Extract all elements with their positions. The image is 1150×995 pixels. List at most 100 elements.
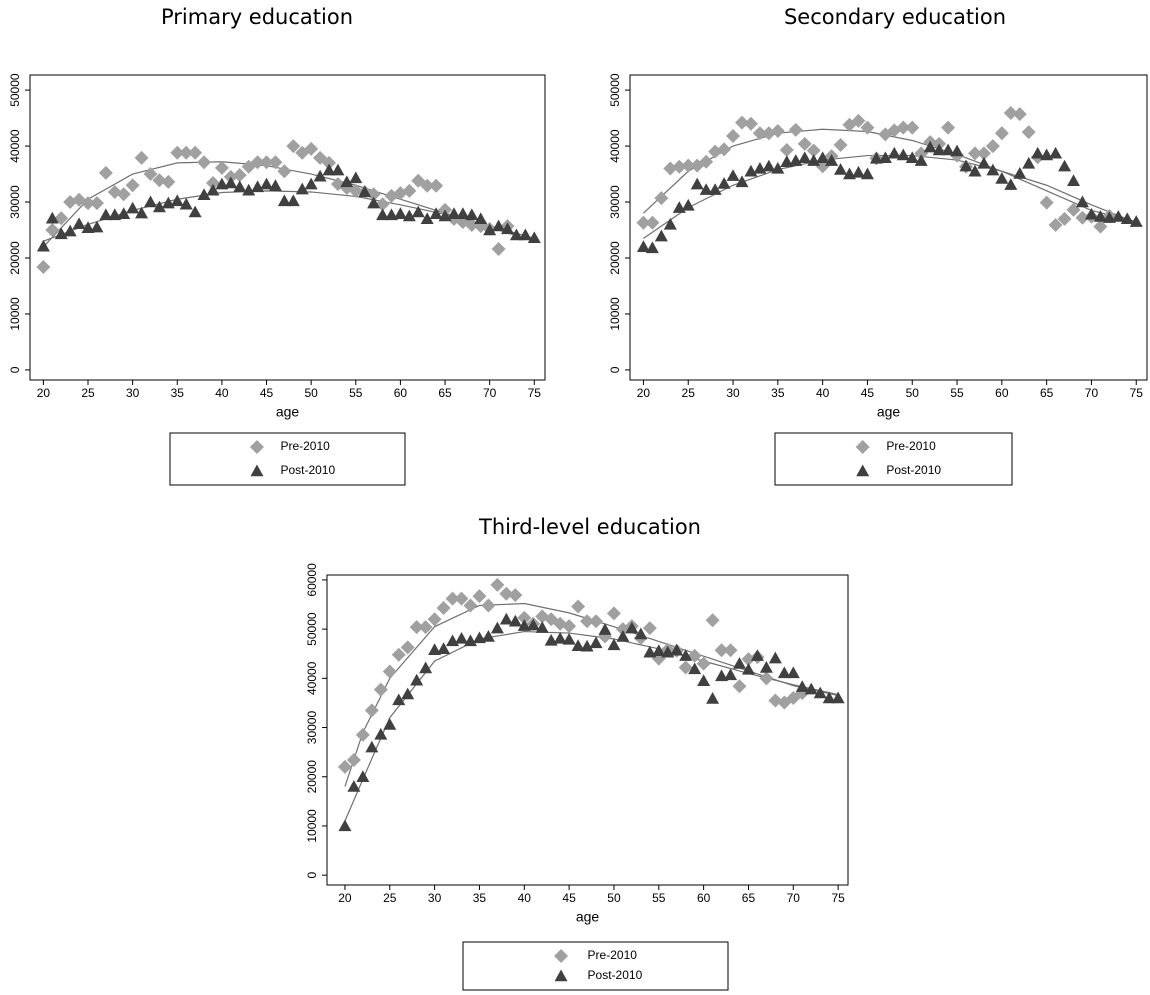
diamond-marker (491, 242, 506, 257)
diamond-marker (663, 161, 678, 176)
triangle-marker (771, 161, 785, 174)
diamond-marker (134, 150, 149, 165)
triangle-marker (347, 780, 361, 792)
diamond-marker (268, 155, 283, 170)
diamond-marker (382, 664, 397, 679)
diamond-marker (391, 647, 406, 662)
triangle-marker (36, 239, 50, 252)
triangle-marker (562, 632, 576, 645)
triangle-marker (526, 618, 540, 631)
diamond-marker (985, 139, 1000, 154)
triangle-marker (950, 144, 964, 157)
triangle-marker (654, 229, 668, 242)
x-axis-label: age (276, 404, 300, 420)
triangle-marker (645, 241, 659, 254)
diamond-marker (355, 727, 370, 742)
x-tick-label: 20 (637, 386, 651, 400)
triangle-marker (905, 151, 919, 164)
x-tick-label: 60 (394, 386, 408, 400)
legend: Pre-2010 Post-2010 (462, 941, 729, 991)
triangle-marker (869, 151, 883, 164)
triangle-marker (1111, 210, 1125, 222)
diamond-marker (580, 614, 595, 629)
x-tick-label: 40 (215, 386, 229, 400)
diamond-marker (678, 660, 693, 675)
triangle-marker (634, 627, 648, 640)
triangle-marker (117, 207, 131, 219)
triangle-marker (715, 669, 729, 682)
y-tick-label: 50000 (608, 73, 622, 107)
triangle-marker (553, 631, 567, 644)
triangle-marker (1067, 174, 1081, 186)
x-tick-label: 40 (518, 891, 532, 905)
triangle-marker (831, 691, 845, 704)
x-tick-label: 65 (742, 891, 756, 905)
panel: Secondary education 20 25 30 35 40 45 50 55 60 65 7… (608, 5, 1148, 486)
diamond-marker (806, 143, 821, 158)
legend-frame (169, 432, 406, 486)
diamond-marker (472, 589, 487, 604)
x-tick-label: 75 (831, 891, 845, 905)
diamond-marker (941, 120, 956, 135)
diamond-marker (286, 139, 301, 154)
x-tick-label: 60 (995, 386, 1009, 400)
triangle-marker (1075, 195, 1089, 208)
legend-frame (462, 941, 729, 991)
triangle-marker (1093, 210, 1107, 222)
triangle-marker (977, 156, 991, 169)
diamond-marker (554, 949, 569, 963)
triangle-marker (706, 692, 720, 704)
y-tick-label: 20000 (305, 760, 319, 794)
triangle-marker (331, 163, 345, 176)
triangle-marker (135, 206, 149, 219)
triangle-marker (589, 636, 603, 649)
diamond-marker (1075, 210, 1090, 225)
triangle-marker (365, 740, 379, 753)
y-tick-label: 50000 (305, 612, 319, 646)
triangle-marker (483, 223, 497, 236)
x-tick-label: 35 (171, 386, 185, 400)
triangle-marker (834, 163, 848, 175)
triangle-marker (851, 165, 865, 178)
x-tick-label: 30 (126, 386, 140, 400)
diamond-marker (259, 155, 274, 170)
diamond-marker (170, 145, 185, 160)
diamond-marker (672, 159, 687, 174)
triangle-marker (663, 217, 677, 230)
diamond-marker (735, 115, 750, 130)
triangle-marker (527, 231, 541, 244)
triangle-marker (535, 621, 549, 633)
diamond-marker (1039, 195, 1054, 210)
diamond-marker (571, 599, 586, 614)
diamond-marker (851, 113, 866, 128)
x-tick-label: 25 (383, 891, 397, 905)
triangle-marker (411, 205, 425, 218)
diamond-marker (249, 440, 264, 454)
triangle-marker (636, 240, 650, 253)
triangle-marker (726, 169, 740, 181)
triangle-marker (914, 154, 928, 166)
triangle-marker (143, 195, 157, 208)
diamond-marker (116, 187, 131, 202)
diamond-marker (1012, 107, 1027, 122)
diamond-marker (232, 168, 247, 183)
triangle-marker (1049, 146, 1063, 159)
triangle-marker (932, 143, 946, 156)
y-tick-label: 40000 (305, 661, 319, 695)
triangle-marker (490, 621, 504, 634)
triangle-marker (717, 177, 731, 189)
y-tick-label: 0 (608, 366, 622, 373)
triangle-marker (242, 183, 256, 196)
triangle-marker (374, 727, 388, 740)
triangle-marker (428, 643, 442, 655)
triangle-marker (401, 687, 415, 700)
triangle-marker (759, 661, 773, 673)
triangle-marker (670, 643, 684, 656)
x-tick-label: 35 (473, 891, 487, 905)
diamond-marker (429, 178, 444, 193)
triangle-marker (501, 222, 515, 235)
x-tick-label: 45 (260, 386, 274, 400)
triangle-marker (804, 682, 818, 695)
diamond-marker (761, 126, 776, 141)
